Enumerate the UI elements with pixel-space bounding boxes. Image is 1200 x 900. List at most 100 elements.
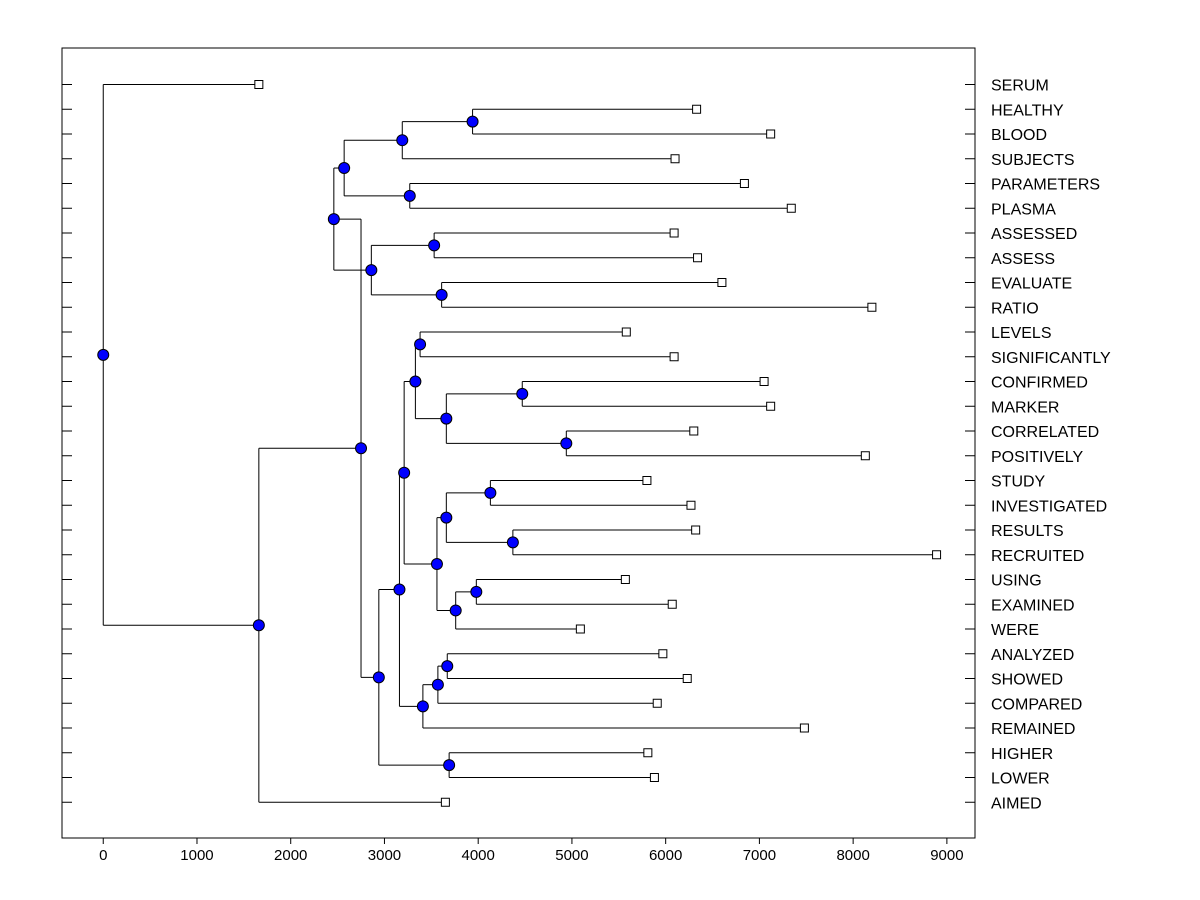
leaf-label-parameters: PARAMETERS: [991, 177, 1100, 194]
leaf-label-subjects: SUBJECTS: [991, 152, 1075, 169]
leaf-marker-higher: [643, 748, 653, 758]
leaf-marker-remained: [799, 723, 809, 733]
leaf-label-remained: REMAINED: [991, 721, 1075, 738]
merge-node-n28: [252, 619, 265, 632]
leaf-marker-using: [620, 575, 630, 584]
merge-node-n15: [506, 536, 519, 549]
leaf-marker-assessed: [669, 228, 679, 238]
leaf-marker-levels: [621, 327, 631, 337]
merge-node-n1: [466, 115, 479, 128]
leaf-marker-examined: [667, 599, 677, 609]
leaf-label-lower: LOWER: [991, 771, 1050, 788]
leaf-label-higher: HIGHER: [991, 746, 1053, 763]
merge-node-n17: [470, 585, 483, 598]
leaf-label-plasma: PLASMA: [991, 201, 1056, 218]
leaf-marker-subjects: [670, 154, 680, 164]
merge-node-n14: [484, 486, 497, 499]
leaf-label-aimed: AIMED: [991, 795, 1042, 812]
x-tick-label-6000: 6000: [649, 847, 682, 864]
leaf-marker-were: [575, 624, 585, 634]
leaf-label-healthy: HEALTHY: [991, 102, 1064, 119]
leaf-marker-blood: [766, 129, 776, 139]
merge-node-n21: [441, 660, 454, 673]
x-tick-label-3000: 3000: [368, 847, 401, 864]
leaf-marker-confirmed: [759, 377, 769, 386]
leaf-marker-investigated: [686, 500, 696, 510]
leaf-label-assessed: ASSESSED: [991, 226, 1077, 243]
leaf-label-were: WERE: [991, 622, 1039, 639]
merge-node-n4: [338, 162, 351, 175]
plot-frame: [61, 47, 976, 839]
merge-node-n24: [393, 583, 406, 596]
merge-node-n16: [440, 511, 453, 524]
leaf-label-results: RESULTS: [991, 523, 1064, 540]
merge-node-n26: [372, 671, 385, 684]
leaf-label-significantly: SIGNIFICANTLY: [991, 350, 1111, 367]
merge-node-n25: [443, 759, 456, 772]
merge-node-n8: [327, 213, 340, 226]
x-tick-label-2000: 2000: [274, 847, 307, 864]
leaf-marker-lower: [649, 773, 659, 782]
right-tick-marks: [965, 84, 975, 803]
x-axis: 0 1000 2000 3000 4000 5000 6000 7000 8000 9000: [99, 838, 964, 864]
x-tick-label-7000: 7000: [743, 847, 776, 864]
leaf-marker-evaluate: [717, 278, 727, 287]
leaf-labels: SERUM HEALTHY BLOOD SUBJECTS PARAMETERS PLASM…: [991, 78, 1111, 813]
merge-node-n23: [416, 700, 429, 713]
leaf-label-compared: COMPARED: [991, 696, 1082, 713]
leaf-label-serum: SERUM: [991, 78, 1049, 95]
merge-node-n13: [409, 375, 422, 388]
leaf-label-assess: ASSESS: [991, 251, 1055, 268]
merge-node-n11: [560, 437, 573, 450]
x-tick-label-8000: 8000: [836, 847, 869, 864]
dendrogram-edges: [102, 84, 937, 803]
leaf-label-blood: BLOOD: [991, 127, 1047, 144]
leaf-label-positively: POSITIVELY: [991, 449, 1084, 466]
leaf-label-confirmed: CONFIRMED: [991, 375, 1088, 392]
leaf-markers: [254, 80, 942, 807]
x-tick-label-4000: 4000: [462, 847, 495, 864]
merge-node-n6: [435, 288, 448, 301]
leaf-marker-study: [642, 476, 652, 485]
leaf-label-ratio: RATIO: [991, 300, 1039, 317]
merge-node-n5: [428, 239, 441, 252]
leaf-marker-analyzed: [658, 649, 668, 659]
x-tick-label-1000: 1000: [180, 847, 213, 864]
leaf-label-examined: EXAMINED: [991, 597, 1075, 614]
merge-node-n19: [430, 558, 443, 571]
leaf-label-study: STUDY: [991, 474, 1046, 491]
x-tick-label-5000: 5000: [555, 847, 588, 864]
merge-node-n9: [414, 338, 427, 351]
leaf-marker-showed: [682, 674, 692, 683]
leaf-label-investigated: INVESTIGATED: [991, 498, 1107, 515]
leaf-marker-compared: [652, 698, 662, 708]
leaf-marker-significantly: [669, 352, 679, 362]
x-tick-label-9000: 9000: [930, 847, 963, 864]
merge-node-n3: [403, 189, 416, 202]
merge-node-n12: [440, 412, 453, 425]
leaf-marker-results: [691, 525, 701, 535]
leaf-label-recruited: RECRUITED: [991, 548, 1084, 565]
left-tick-marks: [62, 84, 72, 803]
leaf-label-marker: MARKER: [991, 399, 1059, 416]
leaf-marker-recruited: [932, 550, 942, 560]
leaf-label-using: USING: [991, 573, 1042, 590]
leaf-label-levels: LEVELS: [991, 325, 1051, 342]
leaf-marker-assess: [693, 253, 703, 263]
merge-node-n27: [355, 442, 368, 455]
merge-node-n2: [396, 134, 409, 147]
leaf-marker-serum: [254, 80, 264, 89]
leaf-label-showed: SHOWED: [991, 672, 1063, 689]
leaf-marker-correlated: [689, 426, 699, 436]
leaf-marker-plasma: [786, 203, 796, 213]
leaf-marker-aimed: [440, 797, 450, 807]
leaf-marker-healthy: [692, 104, 702, 114]
leaf-marker-marker: [766, 401, 776, 411]
merge-node-n22: [431, 678, 444, 691]
leaf-marker-ratio: [867, 302, 877, 312]
merge-node-n18: [449, 604, 462, 617]
merge-node-n20: [398, 466, 411, 479]
leaf-label-analyzed: ANALYZED: [991, 647, 1074, 664]
merge-node-n29: [97, 348, 110, 361]
